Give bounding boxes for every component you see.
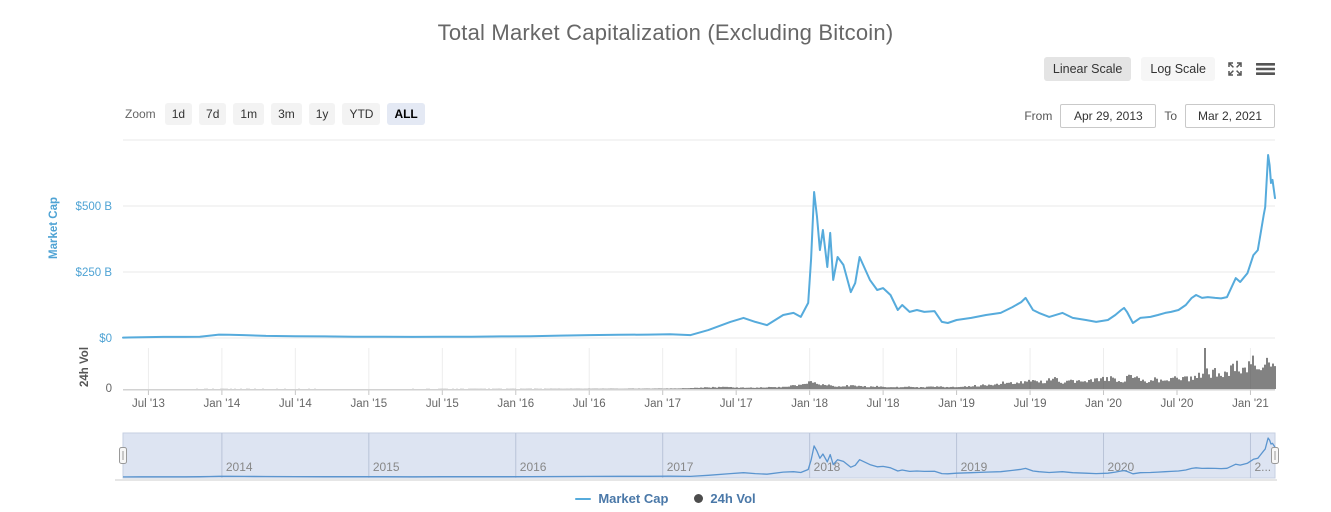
svg-text:2017: 2017: [667, 460, 694, 474]
fullscreen-icon[interactable]: [1225, 59, 1245, 79]
to-label: To: [1164, 109, 1177, 123]
navigator-mask[interactable]: [122, 432, 1276, 479]
volume-series[interactable]: [123, 348, 1276, 390]
axis-labels: Jul '13 Jan '14 Jul '14 Jan '15 Jul '15 Jan '…: [48, 197, 1275, 410]
legend-item-24h-vol[interactable]: 24h Vol: [694, 491, 756, 506]
page-title: Total Market Capitalization (Excluding B…: [437, 20, 894, 45]
svg-text:Jan '21: Jan '21: [1232, 398, 1269, 410]
chart-area: Jul '13 Jan '14 Jul '14 Jan '15 Jul '15 Jan '…: [0, 130, 1331, 490]
zoom-label: Zoom: [125, 107, 156, 121]
zoom-button-3m[interactable]: 3m: [271, 103, 302, 125]
scale-controls: Linear Scale Log Scale: [1043, 57, 1275, 81]
navigator-line: [122, 437, 1276, 478]
zoom-row: Zoom 1d 7d 1m 3m 1y YTD ALL: [125, 103, 425, 125]
svg-text:2019: 2019: [961, 460, 988, 474]
legend-item-market-cap[interactable]: Market Cap: [575, 491, 668, 506]
line-marker-icon: [575, 497, 592, 500]
linear-scale-button[interactable]: Linear Scale: [1043, 57, 1132, 81]
svg-text:Jul '20: Jul '20: [1161, 398, 1194, 410]
navigator-right-handle[interactable]: [1271, 447, 1279, 464]
svg-text:Jan '20: Jan '20: [1085, 398, 1122, 410]
log-scale-button[interactable]: Log Scale: [1141, 57, 1215, 81]
svg-text:Jul '13: Jul '13: [132, 398, 165, 410]
svg-text:Jan '17: Jan '17: [644, 398, 681, 410]
svg-text:2016: 2016: [520, 460, 547, 474]
zoom-buttons: 1d 7d 1m 3m 1y YTD ALL: [164, 103, 425, 125]
svg-text:Jul '17: Jul '17: [720, 398, 753, 410]
market-cap-series[interactable]: [122, 154, 1276, 339]
svg-text:Jan '15: Jan '15: [350, 398, 387, 410]
to-date-input[interactable]: [1185, 104, 1275, 128]
zoom-button-1d[interactable]: 1d: [164, 103, 193, 125]
zoom-button-1m[interactable]: 1m: [233, 103, 265, 125]
zoom-button-7d[interactable]: 7d: [199, 103, 227, 125]
circle-marker-icon: [694, 494, 704, 503]
svg-text:Jan '19: Jan '19: [938, 398, 975, 410]
legend-label: Market Cap: [598, 491, 669, 506]
zoom-button-ytd[interactable]: YTD: [342, 103, 381, 125]
chart-legend: Market Cap 24h Vol: [0, 491, 1331, 506]
volume-axis-title: 24h Vol: [79, 347, 91, 387]
legend-label: 24h Vol: [710, 491, 756, 506]
svg-text:Jan '16: Jan '16: [497, 398, 534, 410]
svg-text:2015: 2015: [373, 460, 400, 474]
zoom-button-all[interactable]: ALL: [387, 103, 425, 125]
svg-text:Jul '15: Jul '15: [426, 398, 459, 410]
svg-text:$0: $0: [99, 333, 112, 345]
chart-svg[interactable]: Jul '13 Jan '14 Jul '14 Jan '15 Jul '15 Jan '…: [0, 130, 1331, 490]
svg-text:2020: 2020: [1108, 460, 1135, 474]
svg-text:$500 B: $500 B: [76, 201, 113, 213]
navigator-left-handle[interactable]: [119, 447, 127, 464]
range-selector: From To: [1024, 104, 1275, 128]
svg-text:0: 0: [106, 383, 112, 395]
svg-text:Jul '14: Jul '14: [279, 398, 312, 410]
svg-text:2...: 2...: [1254, 460, 1271, 474]
svg-text:Jul '19: Jul '19: [1014, 398, 1047, 410]
svg-text:Jan '14: Jan '14: [204, 398, 241, 410]
from-label: From: [1024, 109, 1053, 123]
gridlines: [123, 139, 1275, 389]
zoom-button-1y[interactable]: 1y: [308, 103, 336, 125]
svg-text:Jul '18: Jul '18: [867, 398, 900, 410]
menu-icon[interactable]: [1255, 59, 1275, 79]
svg-text:Jan '18: Jan '18: [791, 398, 828, 410]
from-date-input[interactable]: [1060, 104, 1157, 128]
svg-text:Jul '16: Jul '16: [573, 398, 606, 410]
svg-text:$250 B: $250 B: [76, 267, 113, 279]
market-cap-axis-title: Market Cap: [48, 197, 60, 259]
navigator[interactable]: 2014 2015 2016 2017 2018 2019 2020 2...: [115, 432, 1279, 481]
svg-text:2014: 2014: [226, 460, 253, 474]
market-cap-line: [122, 154, 1276, 339]
